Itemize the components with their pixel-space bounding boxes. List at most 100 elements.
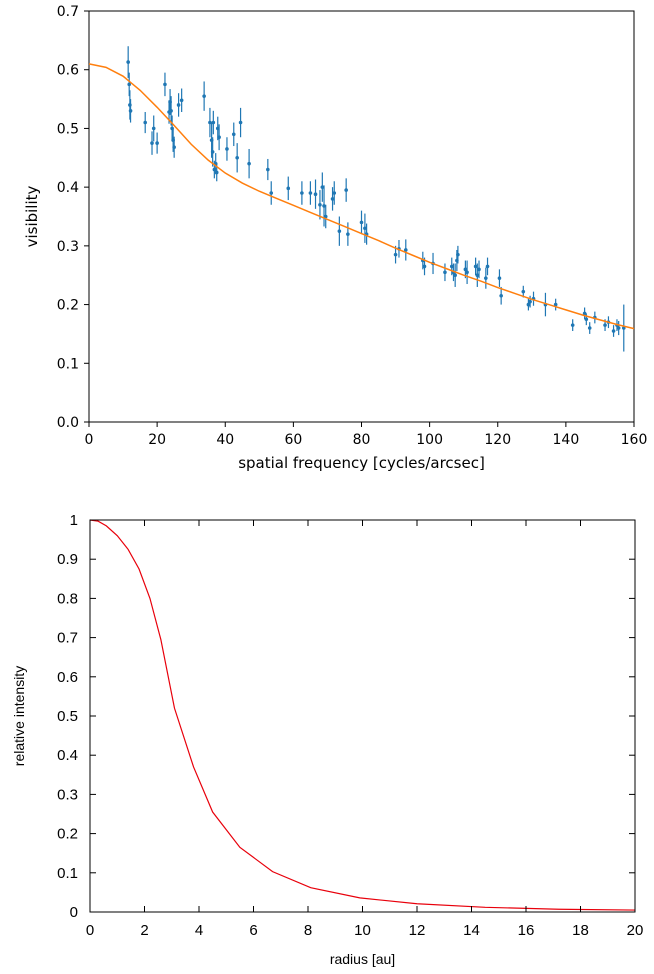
visibility-chart: 0 20 40 60 80 100 120 140 160 0.0 0.1 0.2 0.3 0.4 0.5 0… (23, 4, 647, 472)
data-point (214, 170, 219, 175)
data-point (363, 226, 367, 231)
data-point (202, 94, 206, 98)
y-tick-label: 0.7 (57, 4, 79, 20)
data-point (485, 264, 490, 269)
data-point (323, 214, 328, 219)
x-axis-label: radius [au] (330, 951, 395, 967)
data-point (603, 323, 607, 327)
data-point (127, 82, 131, 87)
data-point (465, 270, 469, 275)
data-point (266, 167, 270, 172)
data-point (150, 141, 154, 145)
x-tick-label: 0 (86, 922, 94, 939)
x-tick-label: 2 (140, 922, 148, 939)
axis-ticks: 0 20 40 60 80 100 120 140 160 0.0 0.1 0.2 0.3 0.4 0.5 0… (57, 4, 648, 448)
data-point (300, 191, 304, 195)
data-point (318, 202, 322, 207)
data-point (475, 273, 480, 278)
data-point (616, 326, 621, 330)
y-tick-label: 0.2 (57, 826, 78, 843)
y-tick-label: 0.3 (57, 786, 78, 803)
data-point (456, 252, 460, 257)
data-point (553, 302, 558, 307)
axis-ticks: 0 2 4 6 8 10 12 14 16 18 20 0 0.1 0.2 0.3 0.4 0.5 0.6 0.7 0… (57, 512, 643, 939)
y-tick-label: 0.8 (57, 590, 78, 607)
data-point (332, 191, 337, 195)
data-point (308, 191, 313, 195)
data-point (611, 329, 616, 333)
y-tick-label: 0.4 (57, 747, 78, 764)
data-point (217, 135, 221, 140)
data-point (393, 252, 398, 257)
x-tick-label: 20 (627, 922, 644, 939)
data-point (172, 145, 176, 150)
intensity-profile-chart: 0 2 4 6 8 10 12 14 16 18 20 0 0.1 0.2 0.3 0.4 0.5 0.6 0.7 0… (11, 512, 643, 967)
y-tick-label: 0.6 (57, 63, 79, 79)
x-tick-label: 6 (249, 922, 257, 939)
data-point (322, 204, 326, 208)
intensity-curve (89, 519, 636, 911)
data-point (126, 60, 130, 64)
x-tick-label: 80 (353, 432, 371, 448)
data-point (143, 120, 148, 125)
data-point (231, 132, 236, 137)
data-point (403, 248, 408, 252)
data-point (449, 264, 454, 269)
x-tick-label: 18 (572, 922, 589, 939)
data-point (499, 293, 503, 298)
y-tick-label: 0.5 (57, 708, 78, 725)
x-tick-label: 4 (195, 922, 203, 939)
data-point (359, 220, 364, 225)
x-tick-label: 60 (284, 432, 302, 448)
data-point (422, 264, 427, 269)
x-tick-label: 100 (416, 432, 443, 448)
y-tick-label: 0.6 (57, 669, 78, 686)
y-axis-label: relative intensity (11, 666, 27, 766)
x-tick-label: 8 (304, 922, 312, 939)
data-point (151, 126, 156, 131)
data-point (463, 267, 468, 272)
data-point (225, 147, 229, 151)
x-tick-label: 20 (148, 432, 166, 448)
data-point (210, 150, 215, 154)
x-tick-label: 40 (216, 432, 234, 448)
data-point (570, 323, 575, 327)
data-point (443, 270, 447, 275)
data-point (313, 192, 318, 196)
y-tick-label: 1 (70, 512, 78, 529)
x-axis-label: spatial frequency [cycles/arcsec] (238, 454, 485, 472)
x-tick-label: 120 (484, 432, 511, 448)
model-curve (88, 63, 635, 330)
data-point (269, 191, 274, 195)
data-point (528, 299, 532, 304)
plot-frame (89, 519, 636, 913)
y-axis-label: visibility (23, 185, 41, 247)
data-point (453, 273, 457, 278)
data-point (163, 82, 167, 87)
data-point (211, 120, 216, 125)
data-point (238, 120, 243, 125)
data-point (344, 188, 348, 192)
x-tick-label: 0 (85, 432, 94, 448)
x-tick-label: 14 (463, 922, 480, 939)
data-point (235, 155, 239, 160)
y-tick-label: 0.0 (57, 415, 79, 431)
y-tick-label: 0.3 (57, 239, 79, 255)
data-point (286, 186, 291, 191)
data-point (521, 289, 526, 294)
x-tick-label: 140 (553, 432, 580, 448)
data-point (587, 326, 592, 330)
x-tick-label: 12 (409, 922, 426, 939)
data-point (155, 141, 159, 145)
data-point (497, 276, 502, 280)
data-point (584, 317, 589, 322)
data-point (128, 109, 133, 113)
data-point (247, 161, 251, 166)
y-tick-label: 0.4 (57, 180, 79, 196)
data-point (346, 232, 350, 236)
y-tick-label: 0.9 (57, 551, 78, 568)
y-tick-label: 0.2 (57, 298, 79, 314)
data-point (473, 264, 478, 269)
data-point (337, 229, 342, 233)
